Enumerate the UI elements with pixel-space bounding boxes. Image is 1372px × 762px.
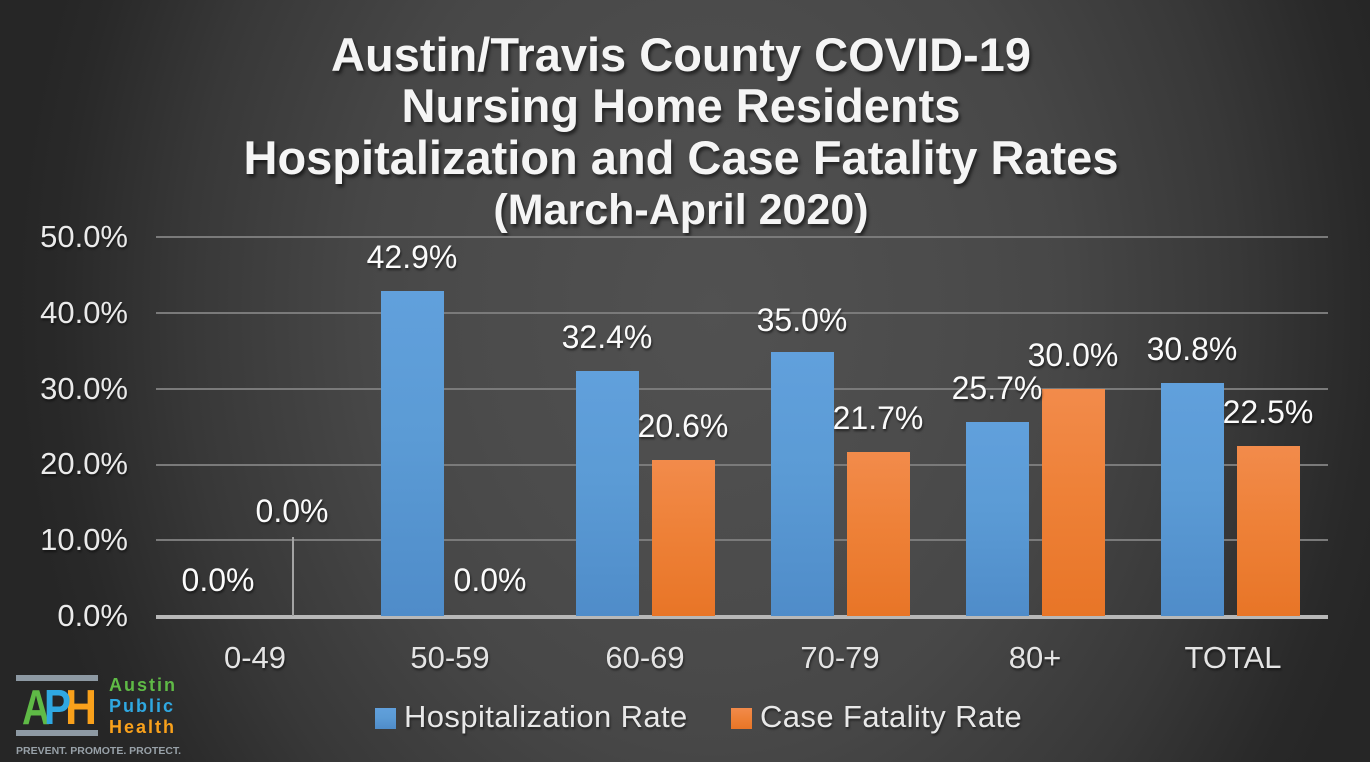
svg-text:Austin: Austin	[109, 675, 177, 695]
svg-text:Health: Health	[109, 717, 176, 737]
svg-text:A: A	[22, 681, 50, 735]
svg-text:Public: Public	[109, 696, 175, 716]
svg-text:P: P	[44, 681, 71, 735]
svg-text:PREVENT. PROMOTE. PROTECT.: PREVENT. PROMOTE. PROTECT.	[16, 745, 181, 757]
svg-text:H: H	[65, 681, 97, 735]
